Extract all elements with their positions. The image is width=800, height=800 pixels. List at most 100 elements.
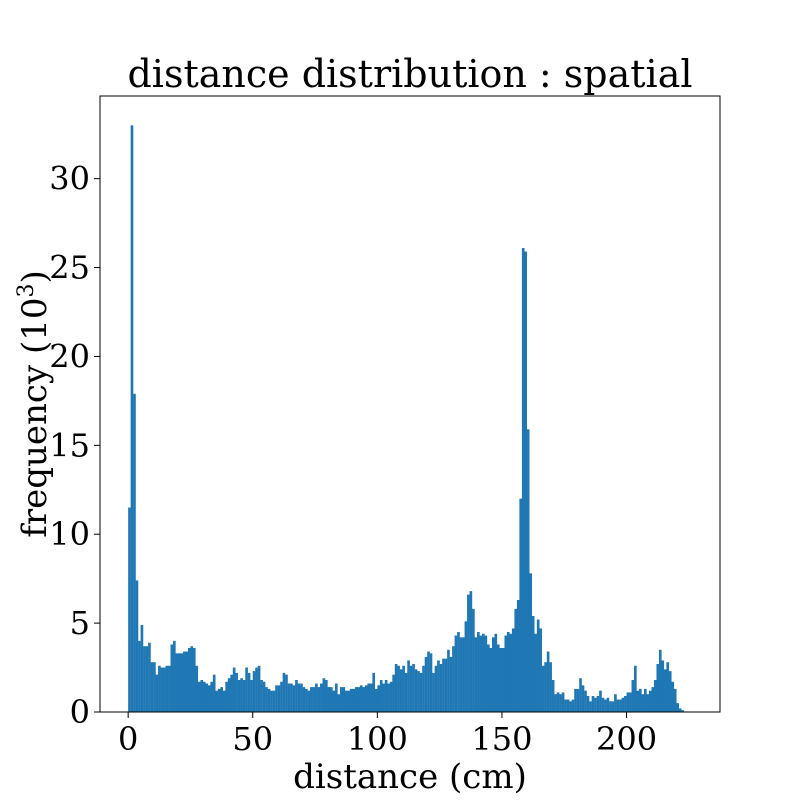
histogram-bar bbox=[561, 692, 565, 712]
histogram-bar bbox=[629, 692, 632, 712]
histogram-bar bbox=[571, 699, 575, 712]
histogram-bar bbox=[235, 672, 238, 712]
histogram-bar bbox=[297, 683, 301, 712]
histogram-bar bbox=[439, 664, 443, 712]
y-tick-label: 0 bbox=[70, 693, 90, 731]
histogram-bar bbox=[315, 683, 318, 712]
x-tick-label: 0 bbox=[118, 720, 138, 758]
histogram-bar bbox=[469, 591, 473, 712]
histogram-bar bbox=[307, 690, 311, 712]
histogram-bar bbox=[616, 699, 620, 712]
histogram-bar bbox=[205, 683, 209, 712]
x-tick-label: 100 bbox=[347, 720, 408, 758]
histogram-bar bbox=[452, 646, 455, 712]
histogram-bar bbox=[506, 632, 510, 712]
histogram-bar bbox=[641, 694, 645, 712]
histogram-bar bbox=[332, 690, 336, 712]
histogram-bar bbox=[529, 573, 533, 712]
histogram-bar bbox=[643, 688, 647, 712]
histogram-bar bbox=[619, 699, 622, 712]
histogram-bar bbox=[399, 669, 403, 712]
histogram-bar bbox=[656, 664, 660, 712]
histogram-bar bbox=[429, 653, 433, 712]
histogram-bar bbox=[325, 680, 328, 712]
histogram-bar bbox=[447, 649, 450, 712]
histogram-bar bbox=[275, 685, 278, 712]
histogram-bar bbox=[661, 660, 665, 712]
y-tick-label: 20 bbox=[49, 337, 90, 375]
histogram-bar bbox=[207, 685, 211, 712]
histogram-bar bbox=[262, 681, 266, 712]
histogram-bar bbox=[609, 701, 612, 712]
histogram-bar bbox=[434, 665, 438, 712]
histogram-bars bbox=[128, 125, 685, 713]
histogram-bar bbox=[277, 685, 281, 712]
x-tick-label: 50 bbox=[232, 720, 273, 758]
histogram-bar bbox=[624, 696, 627, 712]
histogram-bar bbox=[496, 644, 500, 712]
histogram-bar bbox=[499, 648, 503, 712]
histogram-bar bbox=[594, 697, 597, 712]
histogram-bar bbox=[317, 687, 321, 712]
histogram-bar bbox=[252, 671, 256, 712]
histogram-bar bbox=[668, 671, 672, 712]
histogram-bar bbox=[614, 694, 617, 712]
histogram-bar bbox=[133, 393, 136, 712]
histogram-bar bbox=[357, 687, 361, 712]
histogram-bar bbox=[250, 680, 253, 712]
histogram-bar bbox=[564, 699, 567, 712]
histogram-bar bbox=[658, 649, 662, 712]
histogram-bar bbox=[352, 688, 356, 712]
histogram-bar bbox=[606, 697, 610, 712]
histogram-bar bbox=[135, 580, 139, 712]
y-tick-label: 5 bbox=[70, 604, 90, 642]
histogram-bar bbox=[626, 692, 630, 712]
y-tick-label: 25 bbox=[49, 249, 90, 287]
histogram-bar bbox=[177, 653, 181, 712]
histogram-bar bbox=[163, 667, 166, 712]
histogram-bar bbox=[347, 690, 351, 712]
histogram-bar bbox=[227, 678, 231, 712]
histogram-bar bbox=[678, 708, 682, 712]
histogram-bar bbox=[549, 662, 552, 712]
histogram-bar bbox=[364, 685, 368, 712]
histogram-bar bbox=[516, 600, 520, 712]
histogram-bar bbox=[454, 635, 458, 712]
histogram-bar bbox=[232, 667, 236, 712]
histogram-bar bbox=[482, 633, 485, 712]
histogram-bar bbox=[636, 690, 640, 712]
histogram-bar bbox=[494, 633, 498, 712]
histogram-bar bbox=[579, 678, 582, 712]
histogram-bar bbox=[599, 690, 602, 712]
histogram-bar bbox=[591, 696, 595, 712]
histogram-bar bbox=[215, 690, 219, 712]
plot-frame bbox=[99, 95, 721, 713]
histogram-bar bbox=[474, 637, 478, 712]
histogram-bar bbox=[242, 680, 246, 712]
chart-title: distance distribution : spatial bbox=[127, 52, 692, 96]
histogram-bar bbox=[185, 651, 189, 712]
histogram-bar bbox=[280, 681, 283, 712]
histogram-bar bbox=[576, 688, 580, 712]
x-tick-label: 150 bbox=[471, 720, 532, 758]
histogram-bar bbox=[202, 681, 206, 712]
histogram-bar bbox=[292, 685, 296, 712]
histogram-bar bbox=[295, 680, 298, 712]
histogram-bar bbox=[173, 640, 176, 712]
histogram-bar bbox=[190, 646, 194, 712]
histogram-bar bbox=[155, 674, 159, 712]
histogram-bar bbox=[392, 674, 395, 712]
histogram-bar bbox=[397, 665, 400, 712]
histogram-bar bbox=[339, 687, 343, 712]
histogram-bar bbox=[312, 687, 316, 712]
histogram-bar bbox=[158, 665, 161, 712]
histogram-bar bbox=[260, 680, 263, 712]
histogram-bar bbox=[444, 658, 448, 712]
histogram-bar bbox=[631, 680, 635, 712]
histogram-bar bbox=[240, 678, 243, 712]
histogram-bar bbox=[267, 688, 271, 712]
histogram-bar bbox=[130, 125, 134, 713]
histogram-bar bbox=[419, 672, 423, 712]
histogram-bar bbox=[257, 665, 261, 712]
